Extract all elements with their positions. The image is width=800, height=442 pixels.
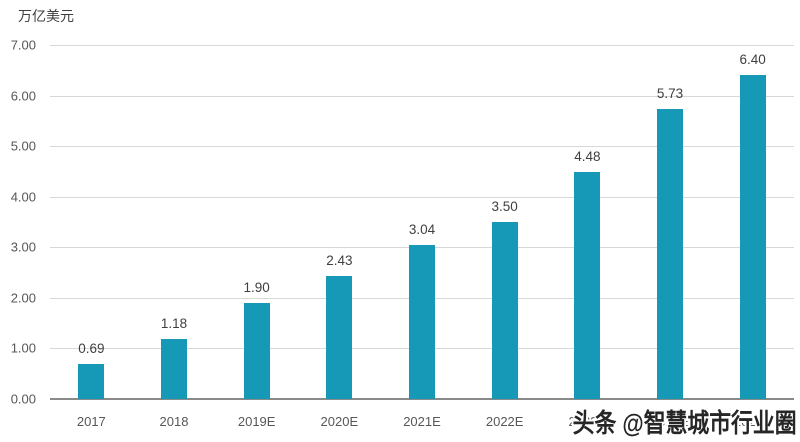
bar xyxy=(574,172,601,399)
y-axis-tick-label: 7.00 xyxy=(10,37,36,53)
bar-value-label: 5.73 xyxy=(656,86,684,102)
bar-value-label: 4.48 xyxy=(574,149,601,165)
x-axis-tick-label: 2025E xyxy=(733,414,772,429)
x-axis-tick-label: 2017 xyxy=(76,414,106,429)
bar-value-label: 1.90 xyxy=(243,279,270,295)
x-axis-tick-label: 2021E xyxy=(403,414,441,429)
y-axis-tick-label: 1.00 xyxy=(10,340,36,356)
bar xyxy=(326,276,353,399)
x-axis-tick-label: 2023E xyxy=(568,414,607,429)
x-axis-tick-label: 2020E xyxy=(320,414,359,429)
bar xyxy=(243,302,270,399)
x-axis-tick-label: 2019E xyxy=(237,414,276,429)
watermark: 头条 @智慧城市行业圈 xyxy=(573,408,797,438)
x-axis-tick-label: 2018 xyxy=(159,414,189,429)
y-axis-tick-label: 5.00 xyxy=(10,138,36,154)
gridline xyxy=(50,196,794,198)
bar-value-label: 2.43 xyxy=(326,253,353,269)
bar-value-label: 1.18 xyxy=(160,316,188,332)
y-axis-tick-label: 4.00 xyxy=(10,189,36,205)
bar xyxy=(657,109,683,399)
bar xyxy=(161,339,187,399)
x-axis-tick-label: 2022E xyxy=(485,414,524,429)
bar xyxy=(409,245,435,399)
x-axis-line xyxy=(50,398,794,400)
y-axis-tick-label: 6.00 xyxy=(10,88,36,104)
x-axis-tick-label: 2024E xyxy=(651,414,689,429)
bar-value-label: 3.04 xyxy=(408,222,436,238)
bar-value-label: 3.50 xyxy=(491,199,518,214)
y-axis-tick-label: 3.00 xyxy=(10,239,36,255)
gridline xyxy=(50,45,794,46)
bar xyxy=(491,222,518,399)
bar xyxy=(739,75,766,399)
y-axis-tick-label: 2.00 xyxy=(10,290,36,306)
bar-value-label: 0.69 xyxy=(78,341,105,357)
bar-value-label: 6.40 xyxy=(739,52,766,68)
y-axis-tick-label: 0.00 xyxy=(10,391,36,407)
y-axis-unit-label: 万亿美元 xyxy=(18,8,74,24)
bar xyxy=(78,364,105,399)
gridline xyxy=(50,146,794,148)
gridline xyxy=(50,95,794,97)
